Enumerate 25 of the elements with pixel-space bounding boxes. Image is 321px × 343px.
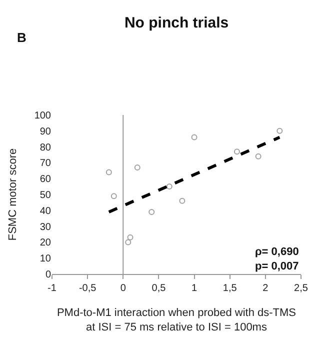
x-axis-title: PMd-to-M1 interaction when probed with ds-TMS at ISI = 75 ms relative to ISI = 100ms [56, 307, 296, 334]
y-tick-label: 40 [40, 206, 52, 217]
x-tick-label: 2 [262, 283, 269, 294]
x-tick-label: 0,5 [152, 283, 166, 294]
y-tick-label: 30 [40, 222, 52, 233]
y-tick-label: 50 [40, 190, 52, 201]
text: B [17, 30, 26, 45]
y-tick-label: 60 [40, 174, 52, 186]
y-tick-label: 90 [40, 126, 52, 138]
x-tick-label: 0 [120, 283, 126, 294]
x-tick-label: 1,5 [222, 283, 238, 294]
y-tick-label: 100 [34, 110, 52, 122]
x-tick-label: -1 [48, 283, 57, 294]
y-tick-label: 70 [40, 158, 52, 170]
y-axis-title: FSMC motor score [6, 148, 19, 241]
y-tick-label: 0 [45, 270, 52, 280]
x-tick-label: 2,5 [294, 283, 308, 294]
y-tick-label: 10 [40, 254, 52, 265]
y-tick-label: 80 [40, 142, 52, 154]
x-tick-label: 1 [192, 283, 198, 294]
x-tick-label: -0,5 [78, 283, 97, 294]
chart-title: No pinch trials [124, 14, 229, 32]
annotation: p= 0,007 [255, 260, 299, 272]
annotation: ρ= 0,690 [255, 246, 299, 258]
y-tick-label: 20 [40, 238, 52, 249]
